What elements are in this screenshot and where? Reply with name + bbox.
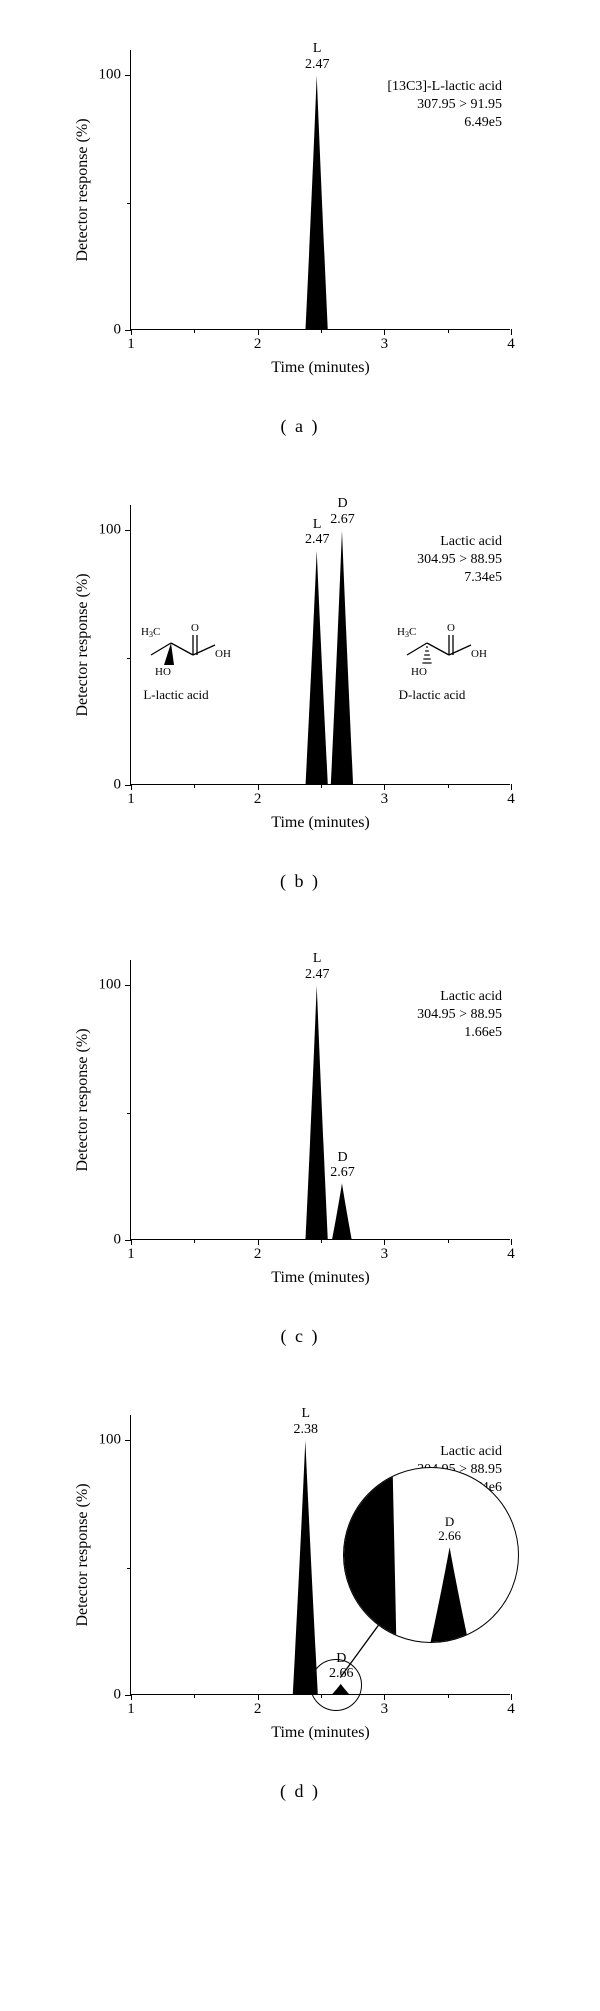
panel-caption: ( c ) — [40, 1326, 560, 1347]
inset-chromatogram — [344, 1468, 519, 1643]
svg-text:H3C: H3C — [141, 626, 160, 639]
plot-area: 12340100Time (minutes)Detector response … — [100, 475, 540, 815]
axes: 12340100Time (minutes)Detector response … — [130, 1415, 510, 1695]
axes: 12340100Time (minutes)Detector response … — [130, 960, 510, 1240]
svg-text:OH: OH — [215, 648, 231, 660]
svg-text:OH: OH — [471, 648, 487, 660]
plot-area: 12340100Time (minutes)Detector response … — [100, 1385, 540, 1725]
peak-label: D2.67 — [330, 1150, 355, 1181]
annotation-block: [13C3]-L-lactic acid307.95 > 91.956.49e5 — [387, 78, 502, 133]
svg-text:HO: HO — [155, 666, 171, 678]
plot-area: 12340100Time (minutes)Detector response … — [100, 20, 540, 360]
annotation-block: Lactic acid304.95 > 88.957.34e5 — [417, 533, 502, 588]
x-axis-label: Time (minutes) — [271, 359, 370, 377]
molecule-structure: H3CHOOOHL-lactic acid — [121, 615, 231, 703]
y-axis-label: Detector response (%) — [74, 118, 92, 261]
inset-peak-label: D2.66 — [438, 1515, 461, 1544]
x-axis-label: Time (minutes) — [271, 1724, 370, 1742]
peak-label: L2.47 — [305, 951, 330, 982]
panel-c: 12340100Time (minutes)Detector response … — [0, 910, 600, 1365]
panel-d: 12340100Time (minutes)Detector response … — [0, 1365, 600, 1820]
svg-text:O: O — [191, 622, 199, 634]
axes: 12340100Time (minutes)Detector response … — [130, 505, 510, 785]
annotation-block: Lactic acid304.95 > 88.951.66e5 — [417, 988, 502, 1043]
svg-text:HO: HO — [411, 666, 427, 678]
x-axis-label: Time (minutes) — [271, 814, 370, 832]
panel-caption: ( d ) — [40, 1781, 560, 1802]
inset-zoom-circle: D2.66 — [343, 1467, 519, 1643]
molecule-structure: H3CHOOOHD-lactic acid — [377, 615, 487, 703]
peak-label: L2.47 — [305, 41, 330, 72]
panel-caption: ( b ) — [40, 871, 560, 892]
svg-text:H3C: H3C — [397, 626, 416, 639]
y-axis-label: Detector response (%) — [74, 1483, 92, 1626]
panel-a: 12340100Time (minutes)Detector response … — [0, 0, 600, 455]
y-axis-label: Detector response (%) — [74, 573, 92, 716]
panel-caption: ( a ) — [40, 416, 560, 437]
y-axis-label: Detector response (%) — [74, 1028, 92, 1171]
panel-b: 12340100Time (minutes)Detector response … — [0, 455, 600, 910]
peak-label: D2.67 — [330, 496, 355, 527]
svg-text:O: O — [447, 622, 455, 634]
peak-label: L2.47 — [305, 517, 330, 548]
x-axis-label: Time (minutes) — [271, 1269, 370, 1287]
axes: 12340100Time (minutes)Detector response … — [130, 50, 510, 330]
plot-area: 12340100Time (minutes)Detector response … — [100, 930, 540, 1270]
